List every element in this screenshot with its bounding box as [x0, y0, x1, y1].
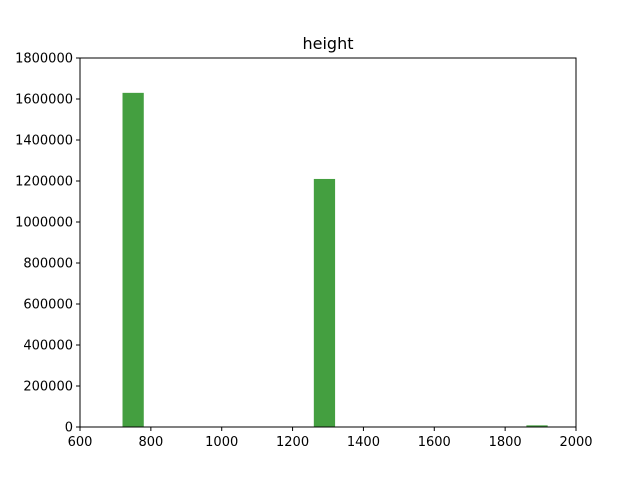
y-tick-label-2: 400000 — [23, 339, 73, 354]
y-tick-label-3: 600000 — [23, 298, 73, 313]
y-axis: 0 200000 400000 600000 800000 1000000 1200000 1… — [15, 52, 80, 436]
histogram-bar-2 — [526, 425, 548, 427]
x-tick-label-6: 1800 — [489, 435, 522, 450]
y-tick-label-6: 1200000 — [15, 175, 73, 190]
x-tick-label-1: 800 — [138, 435, 163, 450]
y-tick-label-1: 200000 — [23, 380, 73, 395]
x-tick-label-0: 600 — [68, 435, 93, 450]
plot-frame — [79, 57, 577, 428]
bars-group — [122, 92, 548, 427]
y-tick-label-5: 1000000 — [15, 216, 73, 231]
y-tick-label-0: 0 — [65, 421, 73, 436]
y-tick-label-8: 1600000 — [15, 93, 73, 108]
y-tick-label-7: 1400000 — [15, 134, 73, 149]
x-tick-label-5: 1600 — [418, 435, 451, 450]
y-tick-label-9: 1800000 — [15, 52, 73, 67]
x-tick-label-4: 1400 — [347, 435, 380, 450]
histogram-bar-0 — [122, 92, 144, 427]
histogram-bar-1 — [313, 178, 336, 427]
x-tick-label-3: 1200 — [276, 435, 309, 450]
x-tick-label-7: 2000 — [559, 435, 592, 450]
x-axis: 600 800 1000 1200 1400 1600 1800 2000 — [68, 427, 593, 450]
y-tick-label-4: 800000 — [23, 257, 73, 272]
x-tick-label-2: 1000 — [205, 435, 238, 450]
chart-title: height — [303, 34, 354, 53]
